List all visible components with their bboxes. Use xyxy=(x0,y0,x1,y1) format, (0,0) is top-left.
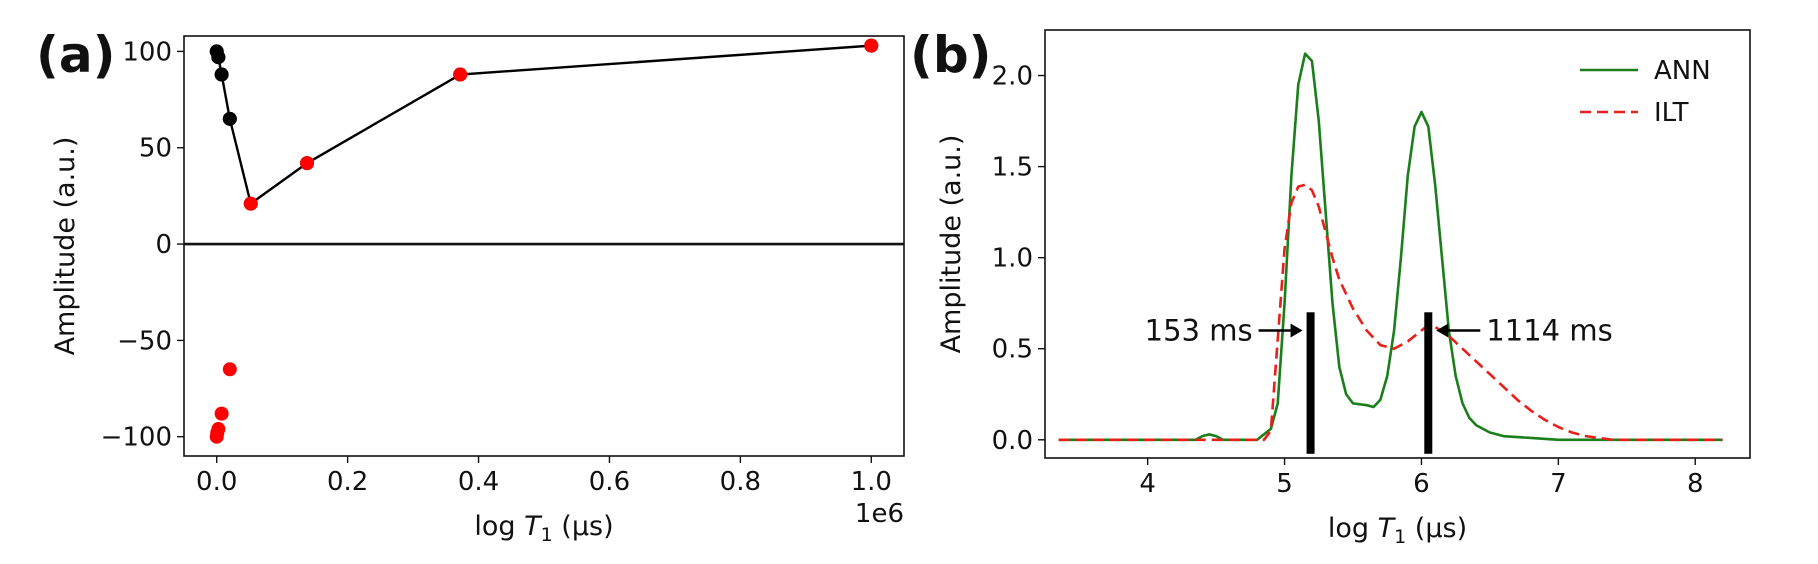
b-legend-label-ilt: ILT xyxy=(1654,98,1689,128)
a-y-tick-label: 0 xyxy=(155,230,172,260)
a-x-tick-label: 1.0 xyxy=(851,467,892,497)
b-annotation-1: 1114 ms xyxy=(1486,314,1612,348)
b-y-tick-label: 0.0 xyxy=(992,426,1033,456)
b-series-ilt-line xyxy=(1058,183,1723,442)
b-legend-label-ann: ANN xyxy=(1654,56,1711,86)
a-series-1-point xyxy=(222,111,237,126)
b-annotation-0: 153 ms xyxy=(1145,314,1253,348)
a-series-0-line xyxy=(215,44,872,206)
a-y-axis-label: Amplitude (a.u.) xyxy=(50,137,81,356)
panel-b: (b) 4 5 6 7 8 0.0 0.5 1.0 1.5 2.0 153 ms 1114 ms ANN… xyxy=(910,26,1751,548)
a-y-tick-label: −100 xyxy=(101,423,172,453)
a-x-tick-label: 0.4 xyxy=(458,467,499,497)
b-axes-frame xyxy=(1044,29,1751,459)
b-x-tick-label: 6 xyxy=(1413,469,1430,499)
b-y-tick-label: 1.0 xyxy=(992,244,1033,274)
panel-b-plot-area: 4 5 6 7 8 0.0 0.5 1.0 1.5 2.0 153 ms 1114 ms ANN ILT l… xyxy=(936,29,1751,548)
b-legend: ANN ILT xyxy=(1580,56,1711,128)
a-x-tick-label: 0.2 xyxy=(327,467,368,497)
a-x-tick-label: 0.6 xyxy=(589,467,630,497)
a-series-2-point xyxy=(453,67,468,82)
a-y-tick-label: −50 xyxy=(117,326,172,356)
b-y-axis-label: Amplitude (a.u.) xyxy=(936,135,967,354)
a-series-2-point xyxy=(243,196,258,211)
panel-a-plot-area: 0.0 0.2 0.4 0.6 0.8 1.0 −100 −50 0 50 100 1e6 log T1… xyxy=(50,35,905,546)
b-x-tick-label: 5 xyxy=(1276,469,1293,499)
b-x-tick-label: 8 xyxy=(1687,469,1704,499)
a-series-1-point xyxy=(211,50,226,65)
b-arrowhead-1 xyxy=(1436,323,1449,338)
a-x-offset-label: 1e6 xyxy=(855,499,904,529)
b-y-tick-label: 0.5 xyxy=(992,335,1033,365)
a-series-2-point xyxy=(222,362,237,377)
a-series-2-point xyxy=(300,156,315,171)
panel-a-label: (a) xyxy=(36,26,115,84)
a-x-tick-label: 0.8 xyxy=(720,467,761,497)
b-marker-bar-1 xyxy=(1424,312,1433,454)
b-y-tick-label: 2.0 xyxy=(992,62,1033,92)
b-arrowhead-0 xyxy=(1290,323,1303,338)
b-y-tick-label: 1.5 xyxy=(992,153,1033,183)
panel-b-label: (b) xyxy=(910,26,992,84)
a-series-2-point xyxy=(864,38,879,53)
b-marker-bar-0 xyxy=(1306,312,1315,454)
b-x-tick-label: 4 xyxy=(1139,469,1156,499)
b-x-axis-label: log T1 (μs) xyxy=(1328,513,1467,548)
a-y-tick-label: 50 xyxy=(139,134,172,164)
a-series-2-point xyxy=(211,422,226,437)
a-series-1-point xyxy=(214,67,229,82)
a-x-tick-label: 0.0 xyxy=(196,467,237,497)
b-x-tick-label: 7 xyxy=(1550,469,1567,499)
panel-a: (a) 0.0 0.2 0.4 0.6 0.8 1.0 −100 −50 0 50 100 1e6 lo… xyxy=(36,26,905,546)
a-axes-frame xyxy=(183,35,905,457)
a-x-axis-label: log T1 (μs) xyxy=(474,511,613,546)
a-y-tick-label: 100 xyxy=(122,37,172,67)
a-series-2-point xyxy=(214,406,229,421)
